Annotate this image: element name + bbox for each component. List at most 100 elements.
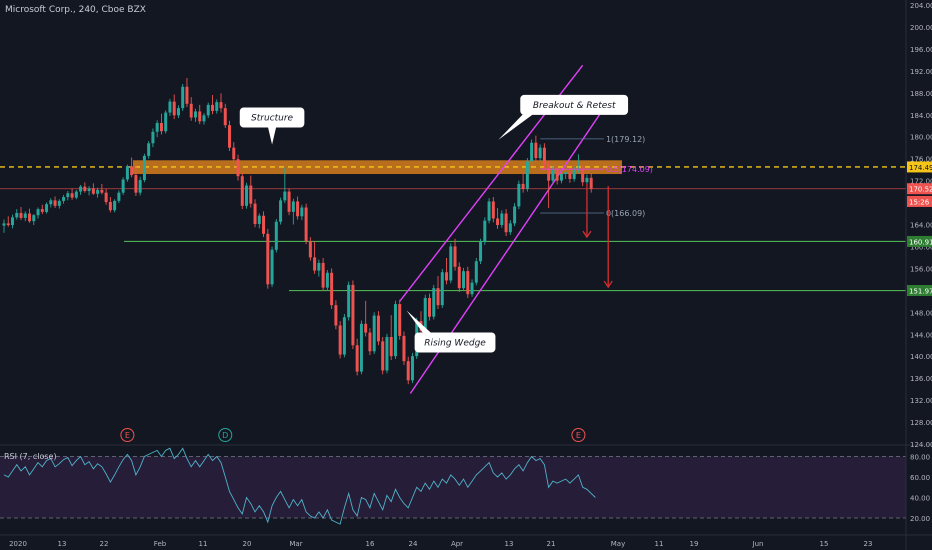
time-tick-label: 15 — [820, 540, 829, 548]
price-tick-label: 184.00 — [910, 112, 932, 120]
candle — [347, 281, 351, 321]
candle — [402, 331, 406, 365]
candle — [428, 293, 431, 321]
candle — [62, 194, 66, 204]
time-tick-label: 23 — [864, 540, 873, 548]
candle — [517, 180, 521, 210]
candle — [223, 103, 227, 128]
candle — [359, 320, 363, 375]
candle — [185, 77, 189, 108]
price-badge: 174.49 — [907, 161, 932, 173]
price-tick-label: 144.00 — [910, 331, 932, 339]
time-tick-label: 11 — [199, 540, 208, 548]
candle — [236, 154, 240, 181]
candle — [113, 199, 117, 213]
candle — [525, 158, 529, 192]
annotation-callout: Rising Wedge — [406, 310, 496, 353]
candle — [449, 243, 453, 284]
time-tick-label: 19 — [690, 540, 699, 548]
svg-text:160.91: 160.91 — [909, 238, 932, 246]
candle — [108, 197, 112, 213]
candle — [300, 204, 304, 221]
rsi-tick-label: 20.00 — [910, 515, 930, 523]
candle — [249, 175, 253, 208]
price-badge: 15:26 — [907, 195, 932, 207]
candle — [257, 213, 261, 229]
price-tick-label: 188.00 — [910, 90, 932, 98]
price-tick-label: 136.00 — [910, 375, 932, 383]
candle — [445, 257, 449, 285]
candle — [193, 108, 197, 122]
time-tick-label: Feb — [154, 540, 167, 548]
price-tick-label: 128.00 — [910, 419, 932, 427]
candle — [11, 214, 15, 229]
candle — [53, 196, 57, 209]
candle — [159, 113, 163, 135]
price-tick-label: 172.00 — [910, 178, 932, 186]
candle — [342, 313, 346, 358]
candle — [2, 219, 6, 233]
svg-text:170.52: 170.52 — [909, 186, 932, 194]
time-tick-label: Mar — [289, 540, 302, 548]
candle — [564, 169, 568, 179]
price-axis: 204.00 200.00 196.00 192.00 188.00 184.00 180.… — [905, 0, 932, 550]
candle — [547, 160, 551, 209]
candle — [138, 176, 142, 196]
candle — [125, 164, 129, 182]
candle — [364, 300, 368, 337]
candle — [436, 276, 440, 310]
resistance-zone-layer — [133, 160, 622, 175]
candle — [210, 94, 214, 115]
event-marker[interactable]: E — [120, 428, 135, 442]
candle — [262, 211, 266, 238]
candle — [304, 203, 308, 245]
annotation-callout: Structure — [239, 107, 305, 145]
time-tick-label: 20 — [243, 540, 252, 548]
candle — [530, 139, 534, 166]
candle — [283, 167, 287, 204]
annotation-text: Rising Wedge — [424, 338, 486, 348]
price-tick-label: 124.00 — [910, 441, 932, 449]
candle — [79, 184, 83, 195]
candle — [100, 183, 104, 195]
candle — [410, 352, 414, 384]
event-marker[interactable]: E — [571, 428, 586, 442]
svg-text:D: D — [222, 431, 228, 440]
candle — [15, 209, 19, 220]
time-tick-label: 11 — [655, 540, 664, 548]
time-tick-label: Jun — [752, 540, 764, 548]
rsi-tick-label: 60.00 — [910, 474, 930, 482]
candle — [245, 182, 249, 209]
candle — [330, 268, 334, 310]
candle — [317, 259, 321, 277]
candle — [49, 198, 53, 208]
fib-level-label: 1(179.12) — [606, 135, 645, 144]
candle — [508, 220, 512, 235]
candle — [521, 171, 525, 193]
time-tick-label: 22 — [100, 540, 109, 548]
candle — [504, 209, 508, 237]
candle — [130, 157, 134, 178]
price-tick-label: 140.00 — [910, 353, 932, 361]
candle — [40, 204, 44, 215]
candle — [142, 153, 146, 183]
candle — [202, 113, 206, 125]
price-tick-label: 196.00 — [910, 46, 932, 54]
time-tick-label: 24 — [409, 540, 418, 548]
candle — [457, 262, 461, 292]
candle — [308, 237, 312, 261]
candle — [57, 199, 61, 209]
candle — [215, 99, 219, 114]
candle — [96, 187, 100, 198]
price-tick-label: 164.00 — [910, 222, 932, 230]
candle — [32, 214, 36, 226]
event-marker[interactable]: D — [218, 428, 233, 442]
candle — [151, 128, 155, 148]
svg-text:174.49: 174.49 — [909, 164, 932, 172]
rsi-title: RSI (7, close) — [4, 452, 57, 461]
candle — [83, 182, 87, 193]
svg-text:E: E — [125, 431, 130, 440]
candle — [198, 104, 202, 125]
price-tick-label: 132.00 — [910, 397, 932, 405]
